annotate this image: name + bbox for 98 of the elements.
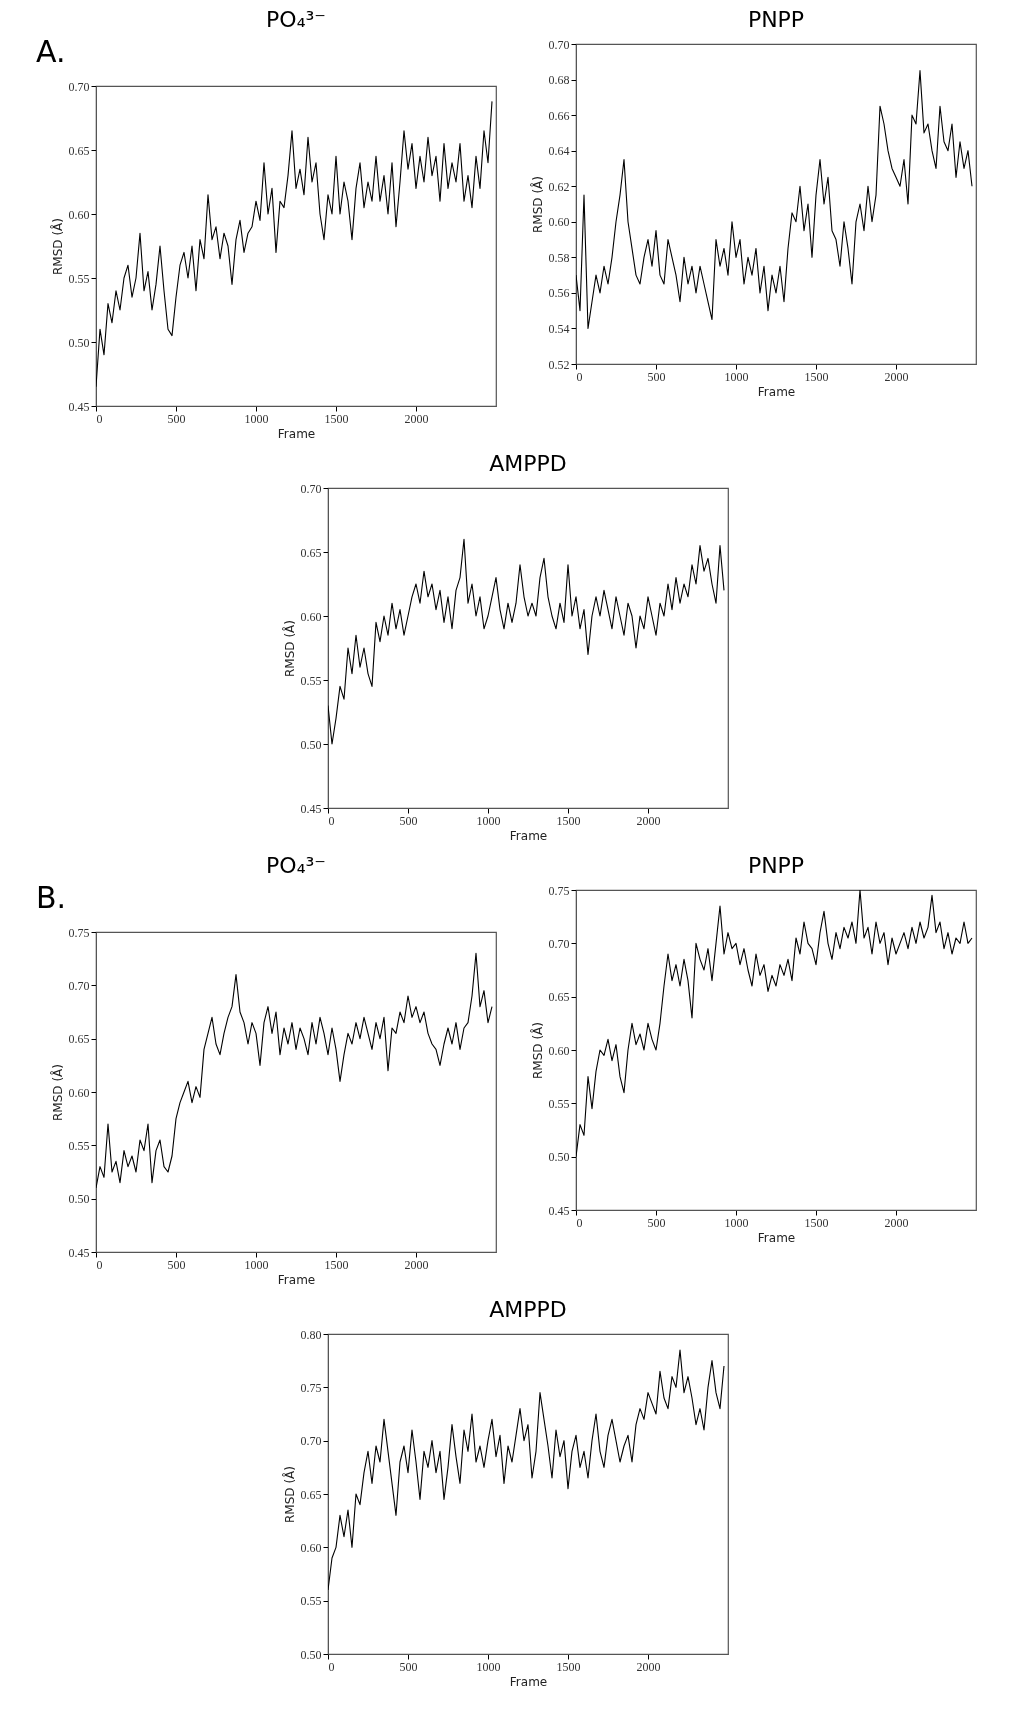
y-tick-label: 0.55 — [68, 271, 89, 286]
y-tick-label: 0.65 — [300, 1487, 322, 1502]
y-tick-label: 0.60 — [548, 215, 569, 230]
y-tick-label: 0.60 — [300, 609, 322, 624]
y-axis-title: RMSD (Å) — [49, 218, 64, 275]
y-tick-label: 0.65 — [68, 1032, 89, 1047]
y-tick-label: 0.70 — [68, 978, 89, 993]
y-tick-label: 0.60 — [68, 207, 89, 222]
x-tick-label: 1000 — [244, 1257, 268, 1272]
chart-title: AMPPD — [489, 1297, 567, 1322]
y-tick-label: 0.70 — [68, 79, 89, 94]
x-tick-label: 0 — [576, 1215, 582, 1230]
line-series — [95, 100, 493, 388]
y-tick-label: 0.75 — [548, 883, 569, 898]
y-tick-label: 0.75 — [68, 925, 89, 940]
y-tick-label: 0.58 — [548, 250, 569, 265]
y-tick-label: 0.70 — [548, 936, 569, 951]
x-tick-label: 0 — [96, 1257, 102, 1272]
y-tick-label: 0.56 — [548, 286, 569, 301]
y-tick-label: 0.60 — [68, 1085, 89, 1100]
x-axis-title: Frame — [277, 1272, 315, 1287]
x-tick-label: 2000 — [884, 369, 908, 384]
y-tick-label: 0.75 — [300, 1380, 322, 1395]
x-tick-label: 1000 — [724, 369, 748, 384]
y-tick-label: 0.62 — [548, 179, 569, 194]
x-tick-label: 1500 — [324, 411, 348, 426]
y-tick-label: 0.65 — [548, 990, 569, 1005]
x-tick-label: 2000 — [404, 411, 428, 426]
x-tick-label: 500 — [399, 813, 418, 828]
x-axis-title: Frame — [277, 426, 315, 441]
y-tick-label: 0.54 — [548, 321, 569, 336]
line-series — [575, 70, 973, 329]
x-tick-label: 1500 — [556, 813, 581, 828]
y-axis-title: RMSD (Å) — [49, 1064, 64, 1121]
y-tick-label: 0.70 — [300, 1434, 322, 1449]
y-tick-label: 0.45 — [68, 399, 89, 414]
y-tick-label: 0.45 — [548, 1203, 569, 1218]
x-tick-label: 0 — [328, 1659, 335, 1674]
y-tick-label: 0.52 — [548, 357, 569, 372]
y-tick-label: 0.55 — [68, 1138, 89, 1153]
y-tick-label: 0.68 — [548, 73, 569, 88]
y-tick-label: 0.64 — [548, 144, 569, 159]
x-tick-label: 2000 — [404, 1257, 428, 1272]
chart-title: PO₄³⁻ — [265, 7, 326, 32]
y-tick-label: 0.45 — [300, 801, 322, 816]
y-axis-title: RMSD (Å) — [529, 176, 544, 233]
y-tick-label: 0.65 — [68, 143, 89, 158]
chart-title: AMPPD — [489, 451, 567, 476]
y-tick-label: 0.70 — [548, 37, 569, 52]
x-tick-label: 500 — [647, 1215, 665, 1230]
y-tick-label: 0.60 — [548, 1043, 569, 1058]
x-axis-title: Frame — [757, 384, 795, 399]
y-tick-label: 0.55 — [300, 1594, 322, 1609]
x-tick-label: 500 — [167, 411, 185, 426]
x-axis-title: Frame — [509, 1674, 548, 1689]
text: A. — [35, 34, 66, 69]
y-tick-label: 0.55 — [548, 1096, 569, 1111]
line-series — [328, 1349, 725, 1591]
x-tick-label: 0 — [576, 369, 582, 384]
chart-title: PO₄³⁻ — [265, 853, 326, 878]
x-tick-label: 1000 — [724, 1215, 748, 1230]
x-tick-label: 1000 — [476, 813, 501, 828]
y-axis-title: RMSD (Å) — [281, 620, 297, 677]
x-tick-label: 1500 — [804, 369, 828, 384]
chart-title: PNPP — [747, 7, 804, 32]
x-tick-label: 0 — [328, 813, 335, 828]
x-tick-label: 1000 — [476, 1659, 501, 1674]
y-tick-label: 0.65 — [300, 545, 322, 560]
y-axis-title: RMSD (Å) — [529, 1022, 544, 1079]
y-tick-label: 0.50 — [68, 335, 89, 350]
x-tick-label: 2000 — [636, 813, 661, 828]
y-tick-label: 0.45 — [68, 1245, 89, 1260]
x-tick-label: 2000 — [636, 1659, 661, 1674]
chart-title: PNPP — [747, 853, 804, 878]
x-tick-label: 500 — [167, 1257, 185, 1272]
x-tick-label: 1500 — [556, 1659, 581, 1674]
y-tick-label: 0.55 — [300, 673, 322, 688]
x-axis-title: Frame — [509, 828, 548, 843]
y-tick-label: 0.50 — [68, 1192, 89, 1207]
x-tick-label: 0 — [96, 411, 102, 426]
y-tick-label: 0.60 — [300, 1540, 322, 1555]
text: B. — [35, 880, 66, 915]
y-tick-label: 0.50 — [548, 1150, 569, 1165]
line-series — [328, 538, 725, 745]
y-axis-title: RMSD (Å) — [281, 1466, 297, 1523]
x-tick-label: 500 — [647, 369, 665, 384]
x-tick-label: 500 — [399, 1659, 418, 1674]
x-tick-label: 1500 — [324, 1257, 348, 1272]
y-tick-label: 0.70 — [300, 481, 322, 496]
x-tick-label: 1000 — [244, 411, 268, 426]
line-series — [95, 952, 493, 1189]
x-tick-label: 2000 — [884, 1215, 908, 1230]
y-tick-label: 0.66 — [548, 108, 569, 123]
y-tick-label: 0.80 — [300, 1327, 322, 1342]
x-axis-title: Frame — [757, 1230, 795, 1245]
x-tick-label: 1500 — [804, 1215, 828, 1230]
y-tick-label: 0.50 — [300, 737, 322, 752]
y-tick-label: 0.50 — [300, 1647, 322, 1662]
